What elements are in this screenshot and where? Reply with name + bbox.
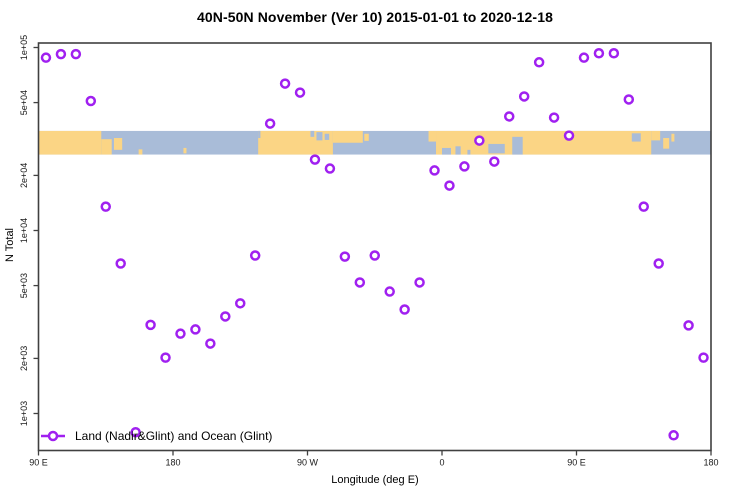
y-axis-ticks: 1e+05 5e+04 2e+04 1e+04 5e+03 2e+03 1e+03 xyxy=(19,35,39,426)
data-point xyxy=(638,201,649,212)
data-point xyxy=(40,52,52,63)
data-point xyxy=(70,48,82,60)
data-point xyxy=(309,154,321,165)
data-point xyxy=(130,426,141,438)
y-tick-label: 2e+03 xyxy=(19,346,29,371)
y-tick-label: 1e+04 xyxy=(19,218,29,243)
data-point xyxy=(474,135,485,146)
y-tick-label: 1e+03 xyxy=(19,401,29,426)
data-point xyxy=(85,95,97,107)
map-water-patch xyxy=(455,146,461,155)
plot-frame xyxy=(37,42,712,452)
x-axis-label: Longitude (deg E) xyxy=(331,474,419,486)
map-land-segment xyxy=(671,133,675,142)
data-point xyxy=(578,52,590,63)
data-point xyxy=(533,57,545,68)
map-land-segment xyxy=(428,130,437,142)
map-water-patch xyxy=(467,149,471,155)
y-tick-label: 2e+04 xyxy=(19,163,29,188)
data-point xyxy=(384,286,395,297)
map-water-patch xyxy=(442,147,451,155)
map-land-segment xyxy=(663,138,670,149)
data-point xyxy=(235,298,246,309)
x-tick-label: 90 W xyxy=(297,458,319,468)
data-point xyxy=(145,319,156,331)
map-water-patch xyxy=(324,133,330,140)
map-water-patch xyxy=(631,133,641,142)
map-water-patch xyxy=(310,130,315,137)
x-tick-label: 0 xyxy=(439,458,444,468)
map-water-patch xyxy=(316,132,323,141)
data-point xyxy=(249,250,261,261)
data-point xyxy=(279,78,291,89)
data-point xyxy=(399,304,410,315)
data-point xyxy=(683,320,694,331)
data-point xyxy=(354,277,366,288)
legend-marker xyxy=(47,430,59,442)
x-axis-ticks: 90 E 180 90 W 0 90 E 180 xyxy=(29,450,719,468)
data-point xyxy=(220,311,231,322)
map-land-segment xyxy=(38,130,102,155)
data-point xyxy=(429,165,440,176)
legend: Land (Nadir&Glint) and Ocean (Glint) xyxy=(41,429,272,443)
data-point xyxy=(175,328,186,339)
x-tick-label: 90 E xyxy=(567,458,586,468)
data-point xyxy=(548,112,560,123)
data-point xyxy=(489,156,500,167)
map-land-segment xyxy=(101,139,112,155)
y-axis-label: N Total xyxy=(4,227,16,263)
map-land-segment xyxy=(113,138,123,150)
data-point xyxy=(55,48,67,60)
data-point xyxy=(608,48,620,59)
data-point xyxy=(369,250,380,261)
data-point xyxy=(100,201,111,212)
data-point xyxy=(190,324,201,335)
y-tick-label: 1e+05 xyxy=(19,35,29,60)
x-tick-label: 90 E xyxy=(29,458,48,468)
data-point xyxy=(653,258,664,269)
data-point xyxy=(518,91,530,102)
x-tick-label: 180 xyxy=(703,458,718,468)
data-point xyxy=(444,180,455,191)
data-point xyxy=(414,277,425,288)
data-point xyxy=(205,338,216,349)
data-point xyxy=(324,163,336,174)
data-point xyxy=(115,258,126,269)
data-point xyxy=(264,118,276,129)
data-point xyxy=(698,352,709,363)
y-tick-label: 5e+04 xyxy=(19,90,29,115)
map-land-segment xyxy=(183,147,187,154)
data-point xyxy=(339,251,351,262)
data-point xyxy=(668,430,679,441)
plot-box xyxy=(37,42,712,452)
chart-title: 40N-50N November (Ver 10) 2015-01-01 to … xyxy=(197,9,553,25)
data-points xyxy=(40,48,709,441)
data-point xyxy=(459,161,470,172)
x-tick-label: 180 xyxy=(165,458,180,468)
data-point xyxy=(504,111,515,122)
data-point xyxy=(563,130,575,141)
map-water-patch xyxy=(488,143,505,154)
map-water-patch xyxy=(258,130,261,139)
map-land-segment xyxy=(332,130,363,143)
legend-label: Land (Nadir&Glint) and Ocean (Glint) xyxy=(75,429,272,443)
map-land-segment xyxy=(364,133,369,141)
data-point xyxy=(160,352,171,363)
map-land-segment xyxy=(651,130,661,141)
y-tick-label: 5e+03 xyxy=(19,273,29,298)
data-point xyxy=(623,94,635,105)
data-point xyxy=(593,48,605,59)
map-strip xyxy=(38,130,711,155)
data-point xyxy=(294,87,306,98)
map-land-segment xyxy=(138,149,143,155)
map-water-patch xyxy=(512,136,523,155)
